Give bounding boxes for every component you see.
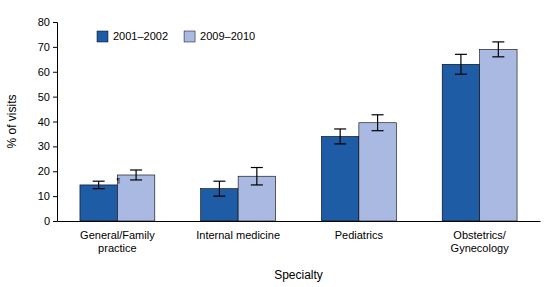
bar [117,175,154,221]
error-bar-stem [98,181,99,188]
error-bar-cap [455,54,467,55]
error-bar-cap [213,181,225,182]
error-bar-stem [460,54,461,74]
error-bar [251,168,263,185]
x-tick-label: Obstetrics/Gynecology [451,229,510,254]
error-bar-cap [492,56,504,57]
y-tick-mark [53,97,57,98]
y-tick-mark [53,146,57,147]
y-axis-line [53,23,58,222]
y-tick: 20 [38,165,57,177]
y-tick: 40 [38,116,57,128]
legend-item: 2009–2010 [184,30,255,42]
y-tick-mark [53,171,57,172]
error-bar-stem [256,168,257,185]
error-bar-cap [130,169,142,170]
error-bar-cap [492,41,504,42]
error-bar [93,181,105,188]
y-tick-mark [53,22,57,23]
error-bar-cap [455,74,467,75]
x-axis-line [58,221,541,222]
x-axis-title: Specialty [274,268,323,282]
error-bar [213,181,225,196]
legend-label: 2009–2010 [200,30,255,42]
y-tick: 50 [38,91,57,103]
error-bar-cap [372,130,384,131]
y-axis-title: % of visits [5,94,19,148]
error-bar-stem [219,181,220,196]
error-bar-cap [93,188,105,189]
y-tick: 70 [38,41,57,53]
y-tick-label: 40 [38,116,50,128]
legend-swatch [184,31,195,42]
error-bar-cap [213,196,225,197]
error-bar-cap [93,181,105,182]
y-tick-label: 70 [38,41,50,53]
x-tick-label: Internal medicine [196,229,280,241]
error-bar-cap [334,128,346,129]
bar [321,136,358,221]
y-tick-mark [53,122,57,123]
error-bar-cap [372,114,384,115]
annotation: ¶ [116,177,120,184]
x-tick: Obstetrics/Gynecology [451,221,510,254]
x-tick-label: Pediatrics [335,229,384,241]
bar [442,64,479,221]
legend-item: 2001–2002 [97,30,168,42]
plot: 0 10 20 30 40 50 60 70 80 General/Familypractice I… [38,16,541,254]
y-tick: 10 [38,190,57,202]
legend: 2001–2002 2009–2010 [97,30,255,42]
y-tick: 0 [44,215,57,227]
error-bar-stem [377,115,378,131]
y-tick: 30 [38,140,57,152]
error-bar [455,54,467,74]
x-tick: General/Familypractice [80,221,155,254]
error-bar-stem [498,42,499,57]
error-bar-stem [135,170,136,180]
x-axis: General/Familypractice Internal medicine P… [58,221,541,254]
error-bar [492,42,504,57]
y-tick-label: 30 [38,140,50,152]
x-tick: Pediatrics [335,221,384,241]
y-tick-label: 60 [38,66,50,78]
bar [80,185,117,221]
legend-label: 2001–2002 [113,30,168,42]
error-bar-cap [251,167,263,168]
y-tick-label: 80 [38,16,50,28]
y-tick-label: 20 [38,165,50,177]
error-bar-cap [130,179,142,180]
legend-swatch [97,31,108,42]
error-bar [334,129,346,144]
y-axis: 0 10 20 30 40 50 60 70 80 [38,16,58,227]
y-tick: 60 [38,66,57,78]
y-tick-mark [53,196,57,197]
error-bar [372,115,384,131]
error-bar [130,170,142,180]
bar [480,49,517,221]
bar [359,123,396,221]
y-tick-label: 10 [38,190,50,202]
bars [80,42,517,221]
y-tick-mark [53,72,57,73]
x-tick-label: General/Familypractice [80,229,155,254]
error-bar-cap [251,184,263,185]
y-tick-label: 50 [38,91,50,103]
error-bar-cap [334,143,346,144]
error-bar-stem [340,129,341,144]
y-tick-mark [53,221,57,222]
y-tick-label: 0 [44,215,50,227]
y-tick: 80 [38,16,57,28]
y-tick-mark [53,47,57,48]
x-tick: Internal medicine [196,221,280,241]
chart: 0 10 20 30 40 50 60 70 80 General/Familypractice I… [0,0,550,287]
